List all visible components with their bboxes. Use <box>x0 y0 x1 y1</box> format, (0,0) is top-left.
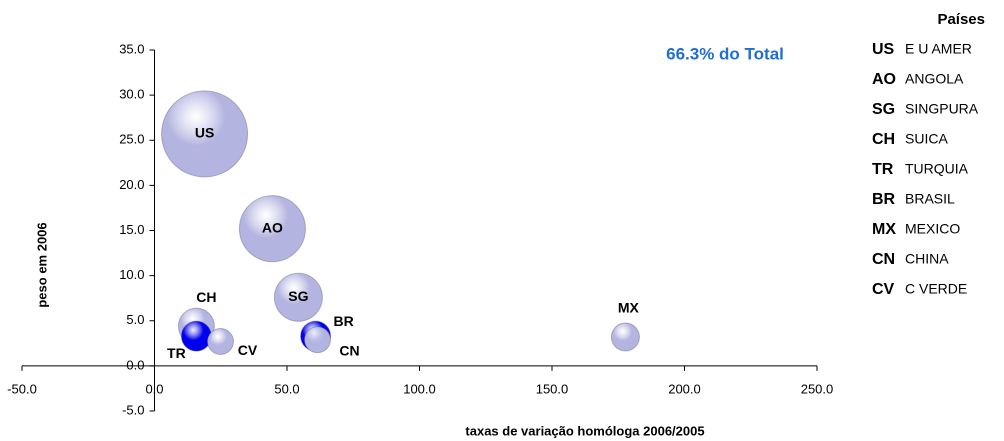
legend-name: MEXICO <box>905 221 960 237</box>
bubble-label: CH <box>196 289 216 305</box>
legend-name: CHINA <box>905 251 949 267</box>
bubble <box>303 326 331 354</box>
x-tick-label: 100.0 <box>403 381 436 396</box>
bubble-label: SG <box>288 288 308 304</box>
x-tick-label: 200.0 <box>668 381 701 396</box>
bubble-label: US <box>195 125 214 141</box>
y-tick-label: -5.0 <box>122 402 144 417</box>
legend-name: C VERDE <box>905 281 967 297</box>
x-axis-label: taxas de variação homóloga 2006/2005 <box>465 423 704 438</box>
legend-code: CN <box>872 251 895 268</box>
bubble-label: CV <box>238 342 258 358</box>
bubble <box>206 328 234 356</box>
bubble <box>238 195 306 263</box>
y-tick-label: 35.0 <box>119 41 144 56</box>
annotation: 66.3% do Total <box>666 44 784 63</box>
legend-name: E U AMER <box>905 41 972 57</box>
legend-code: MX <box>872 221 896 238</box>
x-tick-label: 150.0 <box>536 381 569 396</box>
bubble-label: MX <box>618 300 640 316</box>
legend-code: TR <box>872 161 894 178</box>
y-tick-label: 15.0 <box>119 222 144 237</box>
y-axis-label: peso em 2006 <box>34 222 49 307</box>
x-tick-label: 250.0 <box>801 381 834 396</box>
legend-code: BR <box>872 191 896 208</box>
bubble-label: CN <box>339 342 359 358</box>
bubble <box>180 320 212 352</box>
y-tick-label: 30.0 <box>119 87 144 102</box>
legend-name: TURQUIA <box>905 161 969 177</box>
y-tick-label: 0.0 <box>126 357 144 372</box>
legend-title: Países <box>937 11 985 28</box>
y-tick-label: 5.0 <box>126 312 144 327</box>
bubble-label: BR <box>334 313 354 329</box>
y-tick-label: 10.0 <box>119 267 144 282</box>
legend-code: CV <box>872 281 895 298</box>
x-tick-label: 0.0 <box>145 381 163 396</box>
legend-name: BRASIL <box>905 191 955 207</box>
legend-name: SINGPURA <box>905 101 979 117</box>
bubble <box>610 322 640 352</box>
bubble-label: TR <box>167 345 186 361</box>
bubble-label: AO <box>262 219 283 235</box>
legend-name: ANGOLA <box>905 71 964 87</box>
y-tick-label: 20.0 <box>119 177 144 192</box>
legend-code: US <box>872 41 895 58</box>
legend-code: AO <box>872 71 896 88</box>
legend-code: CH <box>872 131 895 148</box>
legend-code: SG <box>872 101 895 118</box>
y-tick-label: 25.0 <box>119 132 144 147</box>
x-tick-label: -50.0 <box>7 381 37 396</box>
x-tick-label: 50.0 <box>274 381 299 396</box>
bubble <box>161 90 249 178</box>
bubble <box>273 272 323 322</box>
legend-name: SUICA <box>905 131 948 147</box>
